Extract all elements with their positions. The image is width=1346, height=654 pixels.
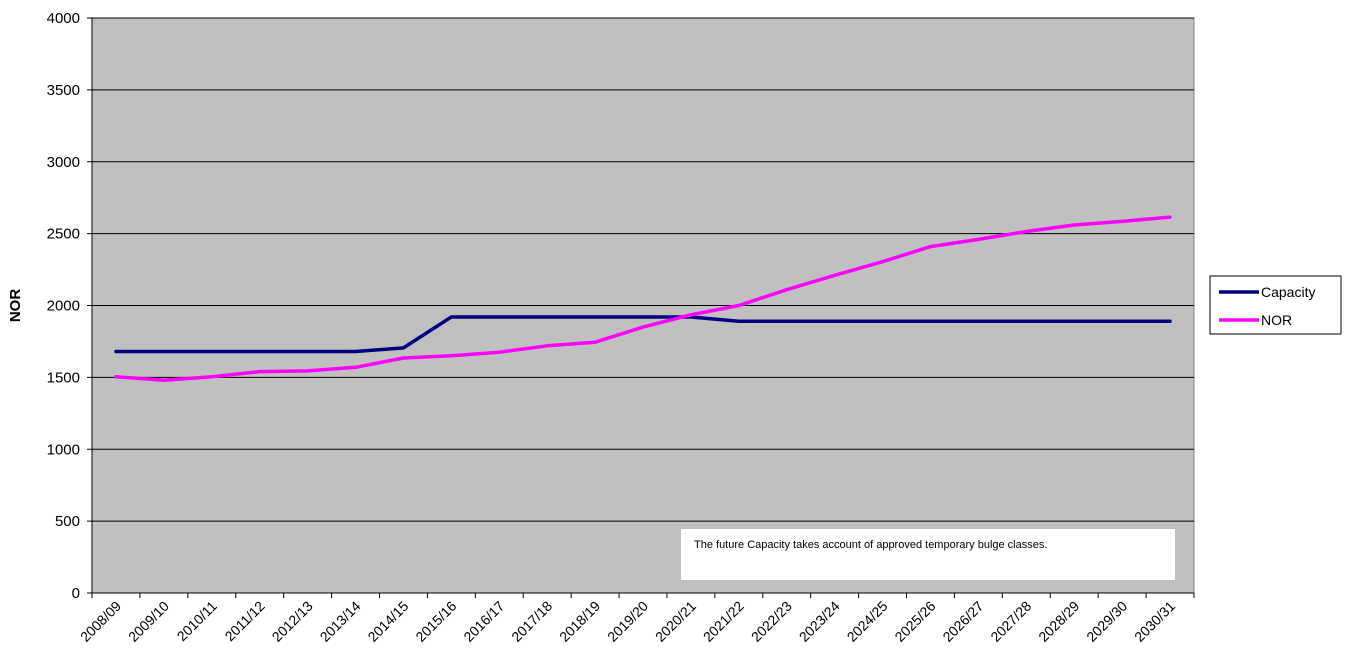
x-tick-label: 2010/11 xyxy=(174,598,221,645)
x-tick-label: 2019/20 xyxy=(604,598,651,645)
series-line-capacity xyxy=(114,315,1172,354)
x-tick-label: 2030/31 xyxy=(1131,598,1178,645)
y-tick-label: 1500 xyxy=(47,369,80,386)
x-tick-label: 2018/19 xyxy=(556,598,603,645)
x-tick-label: 2016/17 xyxy=(460,598,507,645)
x-tick-label: 2008/09 xyxy=(77,598,124,645)
y-tick-label: 2500 xyxy=(47,226,80,243)
legend: Capacity NOR xyxy=(1209,275,1342,335)
x-tick-label: 2012/13 xyxy=(269,598,316,645)
gridlines xyxy=(92,17,1194,522)
annotation-box: The future Capacity takes account of app… xyxy=(681,529,1175,580)
x-tick-label: 2020/21 xyxy=(652,598,699,645)
x-tick-label: 2014/15 xyxy=(364,598,411,645)
series-line-nor xyxy=(114,215,1172,383)
legend-box xyxy=(1209,275,1342,335)
y-axis: 0 500 1000 1500 2000 2500 3000 3500 4000 xyxy=(47,10,93,602)
x-axis: 2008/09 2009/10 2010/11 2011/12 2012/13 2013/… xyxy=(77,592,1195,645)
x-tick-label: 2017/18 xyxy=(508,598,555,645)
x-tick-label: 2026/27 xyxy=(939,598,986,645)
series-lines xyxy=(114,215,1172,383)
y-tick-label: 2000 xyxy=(47,298,80,315)
y-tick-label: 3500 xyxy=(47,82,80,99)
x-tick-label: 2023/24 xyxy=(796,598,843,645)
y-tick-label: 500 xyxy=(55,513,80,530)
x-tick-label: 2015/16 xyxy=(412,598,459,645)
legend-label: NOR xyxy=(1261,312,1292,328)
x-tick-label: 2025/26 xyxy=(891,598,938,645)
x-tick-label: 2028/29 xyxy=(1035,598,1082,645)
x-tick-label: 2011/12 xyxy=(221,598,268,645)
x-tick-label: 2013/14 xyxy=(317,598,364,645)
x-tick-label: 2021/22 xyxy=(700,598,747,645)
x-tick-label: 2027/28 xyxy=(987,598,1034,645)
y-tick-label: 3000 xyxy=(47,154,80,171)
y-tick-label: 0 xyxy=(72,585,80,602)
y-axis-label: NOR xyxy=(7,289,24,323)
y-tick-label: 1000 xyxy=(47,441,80,458)
y-tick-label: 4000 xyxy=(47,10,80,27)
x-tick-label: 2009/10 xyxy=(125,598,172,645)
x-tick-label: 2029/30 xyxy=(1083,598,1130,645)
x-tick-label: 2024/25 xyxy=(844,598,891,645)
legend-label: Capacity xyxy=(1261,284,1315,300)
annotation-text: The future Capacity takes account of app… xyxy=(694,539,1047,551)
x-tick-label: 2022/23 xyxy=(748,598,795,645)
